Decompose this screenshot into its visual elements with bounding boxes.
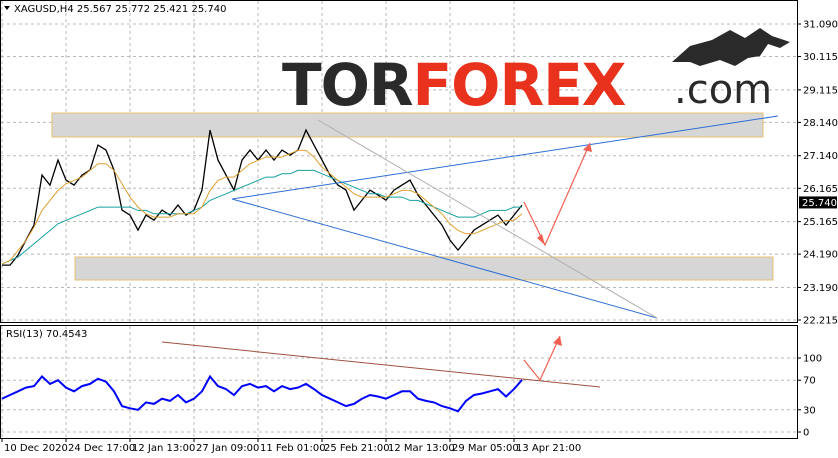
y-tick-label: 28.140 (803, 118, 838, 129)
forecast-arrow (523, 335, 561, 382)
logo: TORFOREX (282, 51, 626, 119)
logo-bull (672, 28, 790, 66)
ohlc: 25.421 (153, 4, 188, 15)
ohlc: 25.772 (115, 4, 150, 15)
y-tick-label: 22.215 (803, 315, 838, 326)
arrow-head (553, 336, 562, 346)
series (1, 128, 523, 413)
header: XAGUSD,H4 25.567 25.772 25.421 25.740 (14, 4, 226, 15)
y-tick-label: 26.165 (803, 184, 838, 195)
y-tick-label: 24.190 (803, 250, 838, 261)
x-tick-label: 11 Feb 01:00 (260, 443, 326, 454)
x-tick-label: 13 Apr 21:00 (516, 443, 581, 454)
symbol: XAGUSD,H4 (14, 4, 74, 15)
rsi-panel (0, 325, 798, 439)
x-tick-label: 24 Dec 17:00 (68, 443, 135, 454)
header-icon (4, 6, 10, 10)
ohlc: 25.740 (191, 4, 226, 15)
ohlc: 25.567 (77, 4, 112, 15)
x-tick-label: 29 Mar 05:00 (452, 443, 519, 454)
arrow-head (583, 143, 592, 152)
rsi-value: 70.4543 (46, 329, 87, 340)
y-tick-label: 70 (803, 376, 816, 387)
y-tick-label: 100 (803, 354, 822, 365)
resistance-zone (51, 112, 764, 138)
rsi-name: RSI(13) (6, 329, 43, 340)
rsi-title: RSI(13) 70.4543 (6, 329, 87, 340)
y-tick-label: 31.090 (803, 20, 838, 31)
x-tick-label: 25 Feb 21:00 (324, 443, 390, 454)
x-tick-label: 10 Dec 2020 (4, 443, 68, 454)
y-tick-label: 30.115 (803, 52, 838, 63)
trend-line (317, 119, 658, 319)
y-tick-label: 25.165 (803, 217, 838, 228)
series-line (1, 374, 523, 413)
y-tick-label: 0 (803, 428, 809, 439)
last-price-box (799, 196, 837, 209)
x-tick-label: 12 Jan 13:00 (132, 443, 195, 454)
logo-suffix: .com (674, 67, 772, 113)
y-tick-label: 30 (803, 405, 816, 416)
logo-part: FOREX (413, 51, 626, 119)
x-tick-label: 27 Jan 09:00 (196, 443, 259, 454)
last-price-label: 25.740 (802, 198, 837, 209)
x-tick-label: 12 Mar 13:00 (388, 443, 455, 454)
trend-line (231, 115, 779, 200)
y-tick-label: 29.115 (803, 85, 838, 96)
arrow-head (537, 234, 545, 245)
y-tick-label: 23.190 (803, 283, 838, 294)
series-line (1, 149, 523, 265)
y-tick-label: 27.140 (803, 151, 838, 162)
rsi-trend-line (161, 341, 601, 388)
trend-line (231, 198, 658, 319)
support-zone (74, 256, 774, 281)
logo-part: TOR (282, 51, 413, 119)
